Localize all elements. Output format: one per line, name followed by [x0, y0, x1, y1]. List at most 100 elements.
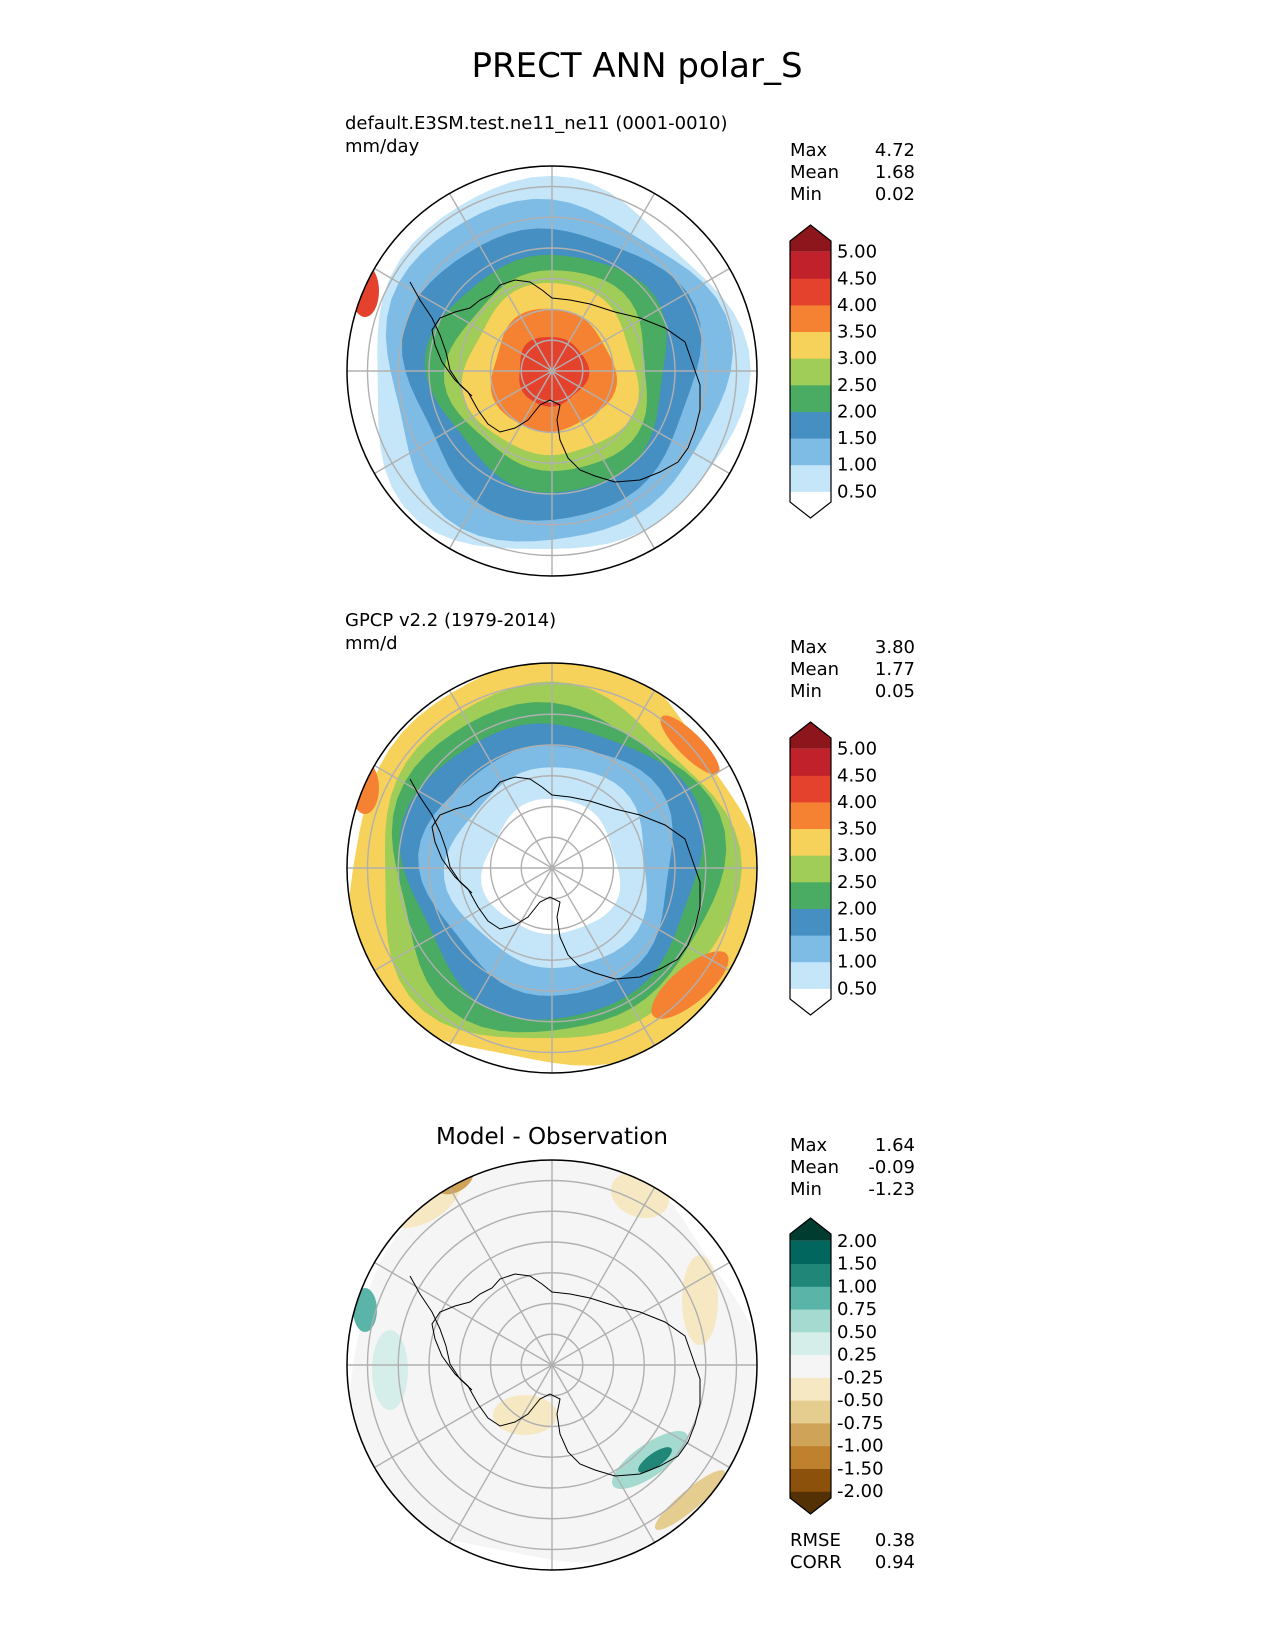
- panel-diff-summary: RMSE 0.38 CORR 0.94: [790, 1530, 915, 1573]
- coastline-peninsula: [409, 1275, 473, 1391]
- anomaly-patch: [372, 1330, 408, 1410]
- colorbar-tick-label: -0.75: [837, 1413, 884, 1434]
- colorbar-tick-label: 1.50: [837, 1254, 877, 1275]
- stat-value: -1.23: [868, 1179, 915, 1200]
- summary-label: CORR: [790, 1552, 842, 1573]
- colorbar-tick-label: 1.00: [837, 455, 877, 476]
- colorbar-segment: [790, 1445, 831, 1469]
- colorbar-segment: [790, 438, 831, 466]
- colorbar-tick-label: 2.50: [837, 872, 877, 893]
- colorbar-tick-label: 4.50: [837, 268, 877, 289]
- colorbar-outline: [789, 1217, 832, 1515]
- colorbar-tick-label: -1.50: [837, 1458, 884, 1479]
- colorbar-tick-label: 0.50: [837, 481, 877, 502]
- colorbar-tick-label: 2.50: [837, 375, 877, 396]
- map-boundary: [346, 165, 758, 577]
- colorbar-tick-label: 1.50: [837, 925, 877, 946]
- colorbar-segment: [790, 908, 831, 936]
- anomaly-patch: [353, 1288, 377, 1332]
- stat-label: Max: [790, 637, 828, 658]
- graticule: [347, 663, 757, 1073]
- colorbar-segment: [790, 1400, 831, 1424]
- map-field: [347, 663, 757, 1073]
- colorbar-segment: [790, 225, 831, 252]
- colorbar-tick-label: 4.00: [837, 792, 877, 813]
- stat-value: 0.02: [875, 184, 915, 205]
- panel-model-stats: Max 4.72 Mean 1.68 Min 0.02: [790, 140, 915, 205]
- figure-title: PRECT ANN polar_S: [471, 46, 802, 86]
- stat-label: Max: [790, 140, 828, 161]
- stat-label: Min: [790, 681, 822, 702]
- colorbar-tick-label: -0.50: [837, 1390, 884, 1411]
- colorbar-tick-label: -0.25: [837, 1367, 884, 1388]
- colorbar-tick-label: 0.50: [837, 978, 877, 999]
- summary-value: 0.38: [875, 1530, 915, 1551]
- panel-model-map: [346, 165, 758, 577]
- map-field: [347, 1160, 757, 1570]
- colorbar-segment: [790, 331, 831, 359]
- colorbar-segment: [790, 464, 831, 492]
- coastline: [431, 776, 701, 980]
- colorbar-segment: [790, 358, 831, 386]
- colorbar-tick-label: 4.50: [837, 765, 877, 786]
- colorbar-segment: [790, 304, 831, 333]
- colorbar-segment: [790, 411, 831, 439]
- colorbar-segment: [790, 1331, 831, 1356]
- colorbar-segment: [790, 251, 831, 279]
- panel-obs: GPCP v2.2 (1979-2014) mm/d Max 3.80 Mean 1.…: [345, 610, 915, 1074]
- graticule: [347, 166, 757, 576]
- panel-obs-title: GPCP v2.2 (1979-2014): [345, 610, 556, 631]
- colorbar-tick-label: -2.00: [837, 1481, 884, 1502]
- panel-model-colorbar: 0.50 1.00 1.50 2.00 2.50 3.00 3.50 4.00 4.50 5.00: [789, 224, 877, 519]
- stat-value: 4.72: [875, 140, 915, 161]
- stat-value: 1.64: [875, 1135, 915, 1156]
- coastline: [431, 1273, 701, 1477]
- anomaly-patch: [654, 1470, 726, 1530]
- map-boundary: [346, 662, 758, 1074]
- colorbar-tick-label: 5.00: [837, 242, 877, 263]
- colorbar-segment: [790, 828, 831, 856]
- colorbar-segment: [790, 748, 831, 776]
- stat-value: -0.09: [868, 1157, 915, 1178]
- coastline: [431, 279, 701, 483]
- colorbar-tick-label: 1.00: [837, 952, 877, 973]
- colorbar-segment: [790, 1309, 831, 1333]
- colorbar-tick-label: 3.00: [837, 845, 877, 866]
- colorbar-segment: [790, 801, 831, 830]
- colorbar-segment: [790, 1377, 831, 1401]
- panel-diff-title: Model - Observation: [436, 1124, 668, 1150]
- panel-diff-map: [346, 1159, 758, 1571]
- colorbar-segment: [790, 1240, 831, 1265]
- colorbar-segment: [790, 1491, 831, 1514]
- field-max-patch: [351, 762, 379, 814]
- anomaly-patch: [638, 1447, 672, 1473]
- colorbar-segment: [790, 881, 831, 909]
- colorbar-segment: [790, 935, 831, 963]
- colorbar-segment: [790, 1422, 831, 1447]
- stat-label: Max: [790, 1135, 828, 1156]
- colorbar-segment: [790, 961, 831, 989]
- colorbar-tick-label: 2.00: [837, 898, 877, 919]
- colorbar-segment: [790, 1286, 831, 1310]
- summary-label: RMSE: [790, 1530, 841, 1551]
- colorbar-tick-label: 2.00: [837, 1231, 877, 1252]
- coastline-peninsula: [409, 778, 473, 894]
- colorbar-tick-label: 3.50: [837, 819, 877, 840]
- stat-value: 1.77: [875, 659, 915, 680]
- colorbar-tick-label: 1.00: [837, 1276, 877, 1297]
- colorbar-segment: [790, 278, 831, 306]
- stat-value: 0.05: [875, 681, 915, 702]
- colorbar-tick-label: 5.00: [837, 739, 877, 760]
- colorbar-tick-label: 0.75: [837, 1299, 877, 1320]
- colorbar-segment: [790, 988, 831, 1015]
- map-field: [347, 166, 757, 576]
- panel-obs-stats: Max 3.80 Mean 1.77 Min 0.05: [790, 637, 915, 702]
- colorbar-tick-label: 3.50: [837, 322, 877, 343]
- colorbar-tick-label: 0.50: [837, 1322, 877, 1343]
- colorbar-segment: [790, 1263, 831, 1287]
- panel-diff: Model - Observation Max 1.64 Mean -0.09 Min -…: [346, 1124, 915, 1573]
- stat-label: Mean: [790, 1157, 839, 1178]
- colorbar-tick-label: -1.00: [837, 1436, 884, 1457]
- colorbar-segment: [790, 855, 831, 883]
